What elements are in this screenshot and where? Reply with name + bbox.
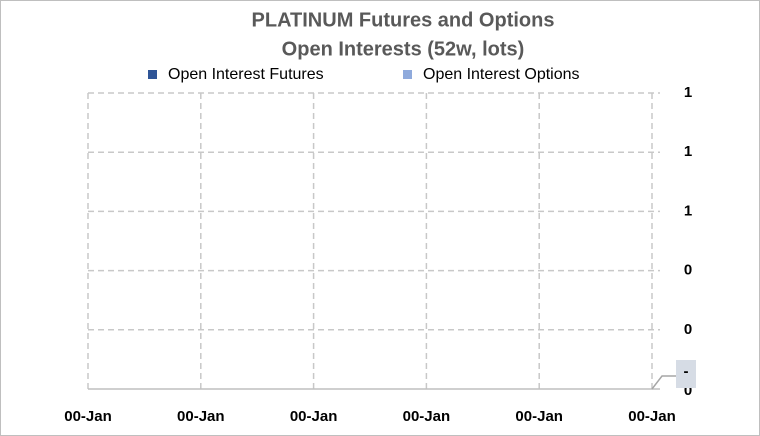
leader-line [651, 375, 676, 390]
legend-label: Open Interest Futures [168, 66, 324, 83]
x-tick-label: 00-Jan [628, 408, 676, 425]
legend-swatch [148, 70, 157, 79]
y-tick-label: 0 [684, 382, 692, 399]
annotation-box [676, 360, 696, 388]
x-tick-label: 00-Jan [290, 408, 338, 425]
annotation: - [684, 363, 689, 380]
x-tick-label: 00-Jan [177, 408, 225, 425]
x-tick-label: 00-Jan [515, 408, 563, 425]
y-tick-label: 1 [684, 143, 692, 160]
chart-subtitle: Open Interests (52w, lots) [282, 38, 525, 60]
y-tick-label: 0 [684, 321, 692, 338]
legend-label: Open Interest Options [423, 66, 580, 83]
y-tick-label: 0 [684, 262, 692, 279]
y-tick-label: 1 [684, 202, 692, 219]
chart-title: PLATINUM Futures and Options [252, 9, 555, 31]
x-tick-label: 00-Jan [403, 408, 451, 425]
x-tick-label: 00-Jan [64, 408, 112, 425]
legend-swatch [403, 70, 412, 79]
y-tick-label: 1 [684, 84, 692, 101]
